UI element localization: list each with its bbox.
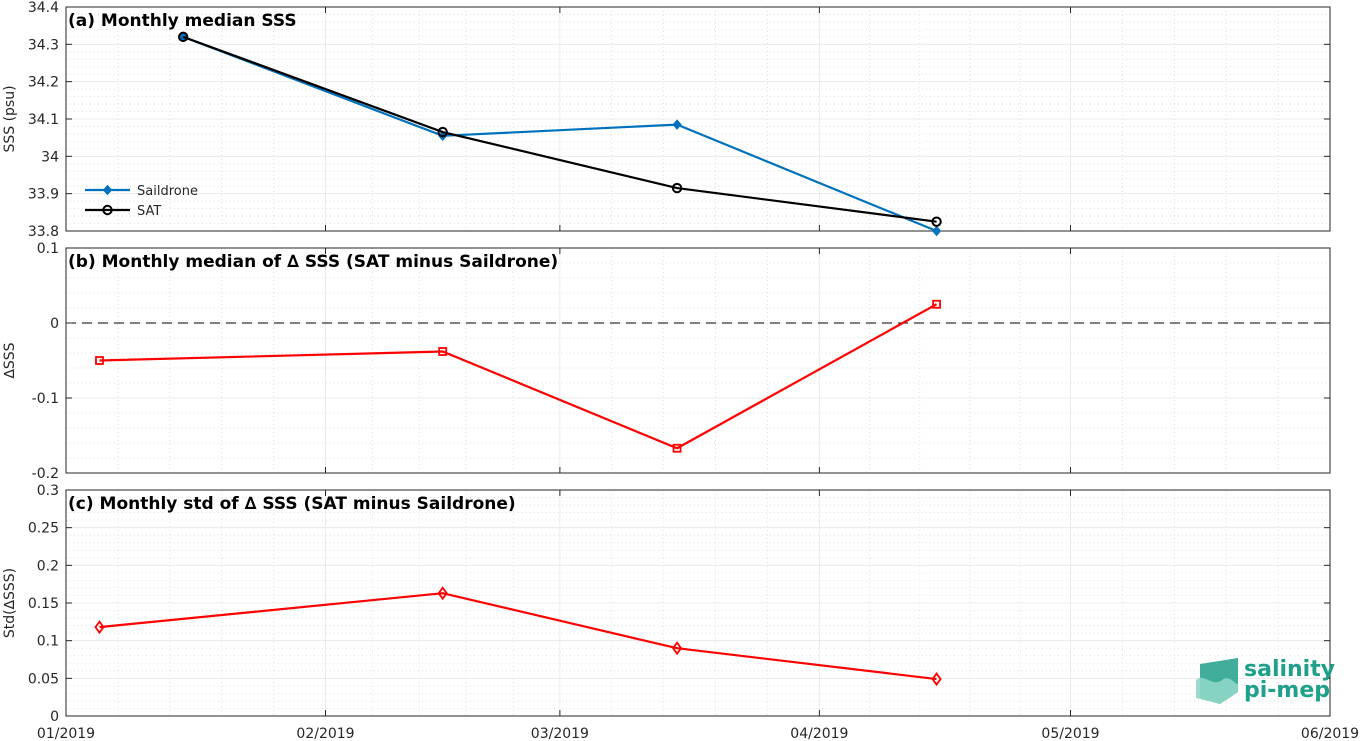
data-point: [177, 31, 189, 43]
data-point: [94, 620, 105, 635]
x-tick-label: 01/2019: [37, 726, 95, 741]
tick-marks: [65, 489, 1331, 717]
legend-entry-saildrone: Saildrone: [137, 184, 198, 199]
data-point: [95, 356, 104, 365]
data-point: [102, 204, 113, 216]
legend: Saildrone SAT: [85, 184, 198, 219]
series-line: [182, 35, 937, 223]
panel-title: (c) Monthly std of ∆ SSS (SAT minus Sail…: [68, 494, 516, 514]
series-line: [99, 592, 937, 681]
y-tick-label: 0: [50, 709, 59, 725]
data-point: [672, 443, 682, 453]
series-delta-1: [95, 299, 941, 453]
panel-b: -0.2 -0.1 0 0.1 ∆SSS (b) Monthly median of ∆ …: [2, 241, 1331, 482]
series-sat: [177, 31, 942, 227]
data-point: [438, 347, 448, 356]
y-tick-label: 34.2: [28, 75, 59, 91]
data-point: [931, 216, 942, 227]
y-tick-label: 0.15: [28, 596, 59, 612]
logo-text-salinity: salinity: [1244, 657, 1335, 682]
panel-c: 0 0.05 0.1 0.15 0.2 0.25 0.3 Std(∆SSS) (c) Month…: [2, 483, 1331, 725]
y-tick-label: 34.3: [28, 37, 59, 53]
y-tick-label: 0.3: [37, 483, 59, 499]
y-tick-label: 0.1: [37, 634, 59, 650]
y-tick-label: -0.1: [32, 391, 59, 407]
minor-grid: [66, 248, 1330, 473]
y-tick-label: 34.1: [28, 112, 59, 128]
legend-entry-sat: SAT: [137, 204, 161, 219]
panel-title: (a) Monthly median SSS: [68, 11, 297, 31]
data-point: [931, 672, 942, 687]
y-axis-label: ∆SSS: [2, 342, 18, 379]
y-tick-label: 0.05: [28, 671, 59, 687]
tick-marks: [65, 6, 1331, 232]
x-tick-label: 04/2019: [790, 726, 848, 741]
data-point: [437, 586, 448, 601]
data-point: [102, 184, 113, 196]
data-point: [671, 641, 683, 656]
y-axis-label: Std(∆SSS): [2, 568, 18, 638]
y-tick-label: 34.4: [28, 0, 59, 16]
axes-box: [65, 247, 1331, 474]
y-tick-label: 33.9: [28, 187, 59, 203]
y-tick-label: 0.25: [28, 521, 59, 537]
y-tick-label: 0.1: [37, 241, 59, 257]
panel-a: 33.8 33.9 34 34.1 34.2 34.3 34.4 SSS (psu) Saild…: [2, 0, 1331, 240]
x-tick-label: 05/2019: [1041, 726, 1099, 741]
data-point: [437, 126, 448, 138]
y-tick-label: 33.8: [28, 224, 59, 240]
tick-marks: [65, 247, 1331, 474]
panel-title: (b) Monthly median of ∆ SSS (SAT minus S…: [68, 252, 558, 272]
x-tick-label: 02/2019: [296, 726, 354, 741]
x-tick-label: 03/2019: [531, 726, 589, 741]
series-line: [182, 35, 937, 233]
y-tick-label: 0.2: [37, 558, 59, 574]
x-tick-label: 06/2019: [1301, 726, 1359, 741]
y-tick-label: -0.2: [32, 466, 59, 482]
data-point: [931, 225, 942, 237]
data-point: [672, 119, 682, 130]
y-tick-label: 34: [41, 149, 59, 165]
series-delta-2: [94, 586, 942, 687]
series-line: [99, 303, 938, 450]
logo-text-pi-mep: pi-mep: [1244, 678, 1330, 703]
y-tick-label: 0: [50, 316, 59, 332]
y-axis-label: SSS (psu): [2, 85, 18, 152]
data-point: [671, 182, 683, 194]
data-point: [932, 299, 941, 309]
